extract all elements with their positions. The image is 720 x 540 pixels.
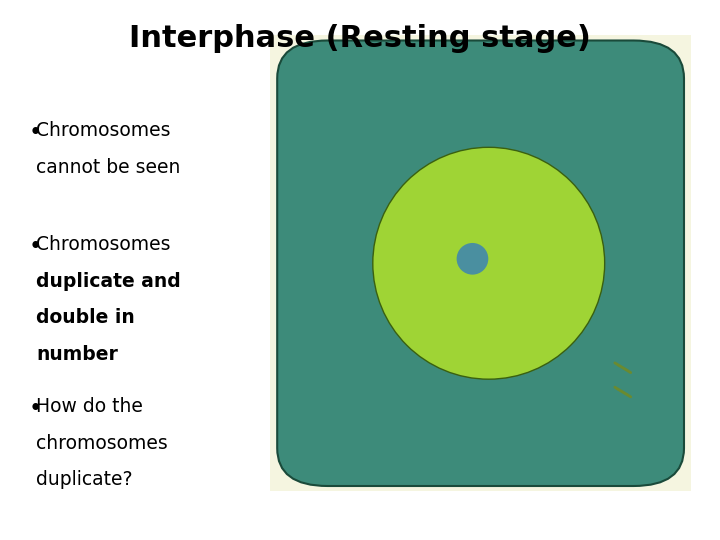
Text: number: number <box>36 345 118 364</box>
Text: How do the: How do the <box>36 397 143 416</box>
Text: duplicate and: duplicate and <box>36 272 181 291</box>
Ellipse shape <box>373 147 605 379</box>
Text: Chromosomes: Chromosomes <box>36 235 171 254</box>
Text: Interphase (Resting stage): Interphase (Resting stage) <box>129 24 591 53</box>
Text: •: • <box>29 397 42 420</box>
Text: chromosomes: chromosomes <box>36 434 168 453</box>
Text: double in: double in <box>36 308 135 327</box>
Ellipse shape <box>456 243 488 275</box>
Text: Chromosomes: Chromosomes <box>36 122 171 140</box>
FancyBboxPatch shape <box>277 40 684 486</box>
Text: cannot be seen: cannot be seen <box>36 158 181 177</box>
Text: •: • <box>29 235 42 258</box>
Text: •: • <box>29 122 42 145</box>
FancyBboxPatch shape <box>270 35 691 491</box>
Text: duplicate?: duplicate? <box>36 470 132 489</box>
